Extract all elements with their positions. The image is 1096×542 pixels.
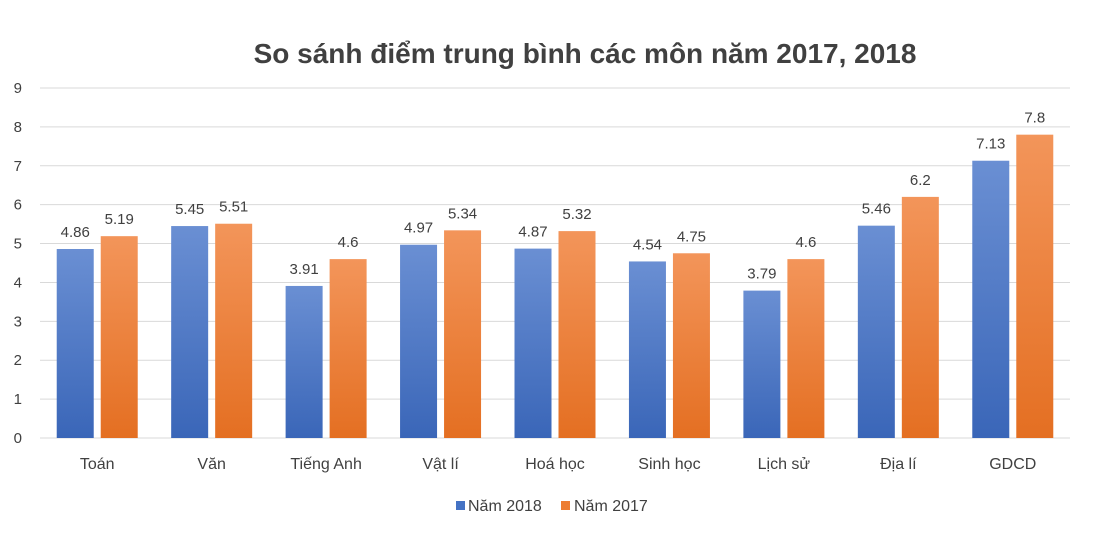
y-axis-ticks: 0 1 2 3 4 5 6 7 8 9 xyxy=(14,80,22,447)
data-label: 5.34 xyxy=(448,205,477,222)
category-label: Tiếng Anh xyxy=(290,456,361,473)
bar-nam-2017 xyxy=(444,230,482,438)
data-label: 4.97 xyxy=(404,220,433,237)
bar-nam-2018 xyxy=(972,160,1010,438)
data-label: 4.86 xyxy=(61,224,90,241)
bar-nam-2018 xyxy=(514,248,552,438)
data-label: 5.51 xyxy=(219,199,248,216)
data-label: 4.75 xyxy=(677,228,706,245)
data-label: 5.32 xyxy=(562,206,591,223)
category-label: Hoá học xyxy=(525,456,585,473)
bar-nam-2018 xyxy=(743,290,781,438)
category-label: Văn xyxy=(197,456,225,473)
bar-nam-2017 xyxy=(787,259,825,438)
category-label: GDCD xyxy=(989,456,1036,473)
data-label: 5.46 xyxy=(862,201,891,218)
bar-nam-2017 xyxy=(215,223,253,438)
y-tick-label: 9 xyxy=(14,80,22,97)
data-label: 7.8 xyxy=(1024,110,1045,127)
bar-nam-2018 xyxy=(400,244,438,438)
y-tick-label: 3 xyxy=(14,313,22,330)
bar-nam-2017 xyxy=(672,253,710,438)
bar-nam-2017 xyxy=(100,236,138,438)
bars xyxy=(56,134,1054,438)
data-label: 4.87 xyxy=(518,224,547,241)
bar-nam-2017 xyxy=(558,231,596,438)
data-label: 6.2 xyxy=(910,172,931,189)
bar-nam-2017 xyxy=(901,196,939,438)
y-tick-label: 7 xyxy=(14,158,22,175)
gridlines xyxy=(40,87,1070,439)
y-tick-label: 0 xyxy=(14,430,22,447)
data-labels: 4.86 5.19 5.45 5.51 3.91 4.6 4.97 5.34 4.87 5.32 4… xyxy=(61,110,1046,283)
data-label: 7.13 xyxy=(976,136,1005,153)
y-tick-label: 5 xyxy=(14,236,22,253)
legend-label-nam-2018: Năm 2018 xyxy=(468,498,542,515)
y-tick-label: 6 xyxy=(14,197,22,214)
category-label: Lịch sử xyxy=(758,456,811,473)
y-tick-label: 2 xyxy=(14,352,22,369)
legend-swatch-nam-2018 xyxy=(456,501,465,510)
y-tick-label: 8 xyxy=(14,119,22,136)
chart-title: So sánh điểm trung bình các môn năm 2017… xyxy=(254,38,917,69)
data-label: 3.91 xyxy=(290,261,319,278)
y-tick-label: 4 xyxy=(14,274,22,291)
x-axis-categories: Toán Văn Tiếng Anh Vật lí Hoá học Sinh học Lịc… xyxy=(80,456,1036,473)
bar-nam-2017 xyxy=(329,259,367,438)
bar-nam-2018 xyxy=(171,226,209,438)
data-label: 5.19 xyxy=(105,211,134,228)
bar-nam-2018 xyxy=(628,261,666,438)
bar-nam-2017 xyxy=(1016,134,1054,438)
bar-nam-2018 xyxy=(285,285,323,438)
data-label: 4.54 xyxy=(633,236,662,253)
category-label: Vật lí xyxy=(422,456,459,473)
data-label: 3.79 xyxy=(747,266,776,283)
legend: Năm 2018 Năm 2017 xyxy=(456,498,648,515)
bar-nam-2018 xyxy=(56,249,94,438)
data-label: 5.45 xyxy=(175,201,204,218)
category-label: Địa lí xyxy=(880,456,917,473)
y-tick-label: 1 xyxy=(14,391,22,408)
data-label: 4.6 xyxy=(795,234,816,251)
bar-nam-2018 xyxy=(857,225,895,438)
category-label: Sinh học xyxy=(638,456,700,473)
legend-swatch-nam-2017 xyxy=(561,501,570,510)
data-label: 4.6 xyxy=(338,234,359,251)
category-label: Toán xyxy=(80,456,115,473)
legend-label-nam-2017: Năm 2017 xyxy=(574,498,648,515)
